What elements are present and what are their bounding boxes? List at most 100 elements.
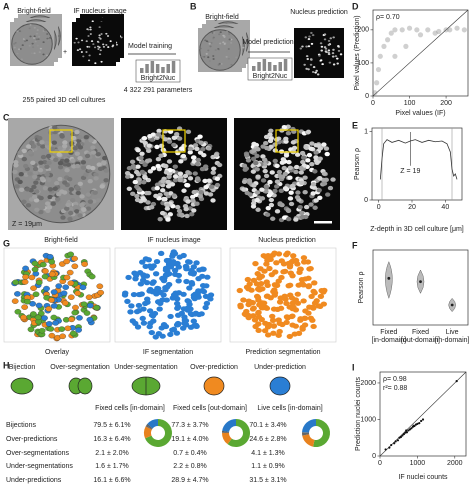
panel-letter: I <box>352 362 355 372</box>
nucleus <box>299 210 305 216</box>
segment <box>270 289 277 295</box>
nucleus <box>39 176 46 181</box>
nucleus <box>310 191 316 196</box>
cell-value: 77.3 ± 3.7% <box>171 422 208 429</box>
violin-body <box>385 261 393 300</box>
nucleus <box>90 165 96 171</box>
nucleus <box>29 35 32 38</box>
model-layer <box>273 65 277 71</box>
nucleus <box>19 48 22 50</box>
scale-bar <box>314 221 332 224</box>
nucleus <box>250 156 257 161</box>
point <box>384 448 387 451</box>
nucleus <box>250 169 257 174</box>
nucleus <box>325 192 331 197</box>
nucleus <box>93 46 97 49</box>
segment <box>187 324 195 330</box>
nucleus <box>212 36 215 39</box>
nucleus <box>191 189 197 195</box>
nucleus <box>274 137 280 142</box>
segment <box>150 318 157 324</box>
segment <box>246 281 253 287</box>
segment <box>86 316 94 323</box>
segment <box>300 298 307 304</box>
donut-segment <box>145 424 153 430</box>
cell-value: 4.1 ± 1.3% <box>251 450 284 457</box>
image <box>294 28 344 78</box>
segment <box>318 288 325 294</box>
icon-label: Over-segmentation <box>50 364 110 371</box>
nucleus <box>332 36 335 39</box>
nucleus <box>61 143 68 149</box>
nucleus <box>125 174 131 179</box>
nucleus <box>199 47 202 50</box>
segment <box>138 291 145 297</box>
nucleus <box>21 148 27 154</box>
nucleus <box>311 34 315 37</box>
nucleus <box>83 134 90 140</box>
segment <box>52 320 59 326</box>
nucleus <box>25 203 32 208</box>
segment <box>46 254 54 260</box>
nucleus <box>44 164 50 169</box>
nucleus <box>154 144 160 150</box>
nucleus <box>14 184 20 189</box>
nucleus <box>259 196 266 201</box>
nucleus <box>306 57 310 61</box>
nucleus <box>302 190 308 195</box>
nucleus <box>217 47 220 50</box>
segment <box>289 300 297 306</box>
row-label: Under-predictions <box>6 477 62 484</box>
nucleus <box>90 150 97 155</box>
nucleus <box>76 138 82 144</box>
image <box>234 118 340 230</box>
nucleus <box>49 146 56 152</box>
plot-frame <box>372 9 469 97</box>
nucleus <box>120 36 123 39</box>
nucleus <box>206 178 212 183</box>
nucleus <box>279 160 286 165</box>
segment <box>121 292 129 298</box>
segment <box>93 304 101 311</box>
nucleus <box>210 42 213 44</box>
nucleus <box>33 198 40 203</box>
nucleus <box>153 193 159 199</box>
image-label: Bright-field <box>205 14 239 21</box>
nucleus <box>136 177 142 182</box>
segment <box>183 278 190 285</box>
nucleus <box>203 185 209 190</box>
cell-value: 1.6 ± 1.7% <box>95 463 128 470</box>
nucleus <box>31 184 37 190</box>
segment <box>186 285 193 291</box>
nucleus <box>254 153 260 159</box>
segment <box>202 304 209 311</box>
nucleus <box>172 164 178 169</box>
diagonal <box>372 9 469 97</box>
nucleus <box>57 145 63 151</box>
nucleus <box>216 162 223 168</box>
nucleus <box>46 205 53 210</box>
segment <box>190 292 198 298</box>
segment <box>66 269 74 276</box>
nucleus <box>219 42 222 45</box>
cell-value: 2.1 ± 2.0% <box>95 450 128 457</box>
nucleus <box>150 166 157 171</box>
nucleus <box>18 30 21 33</box>
segment <box>148 329 155 336</box>
nucleus <box>44 29 47 31</box>
nucleus <box>250 204 257 209</box>
nucleus <box>202 178 208 184</box>
image-label: Nucleus prediction <box>290 9 348 16</box>
nucleus <box>85 206 92 211</box>
nucleus <box>13 49 16 52</box>
nucleus <box>259 187 265 192</box>
nucleus <box>303 145 309 150</box>
nucleus <box>25 144 32 149</box>
point <box>410 427 413 430</box>
nucleus <box>109 40 112 43</box>
nucleus <box>164 203 171 208</box>
segment <box>144 299 151 305</box>
segment <box>277 295 284 301</box>
nucleus <box>290 126 296 132</box>
point <box>406 25 413 31</box>
